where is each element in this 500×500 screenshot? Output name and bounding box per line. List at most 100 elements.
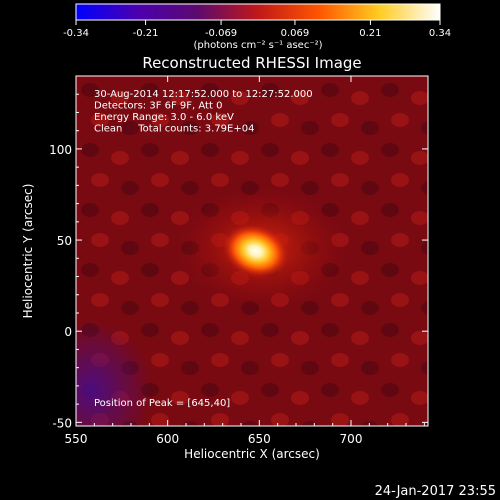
ripple-cell xyxy=(361,181,379,195)
ripple-cell xyxy=(421,421,428,426)
y-tick-label: 0 xyxy=(64,325,72,339)
ripple-cell xyxy=(111,271,129,285)
ripple-cell xyxy=(261,383,279,397)
ripple-cell xyxy=(151,233,169,247)
ripple-cell xyxy=(411,151,428,165)
ripple-cell xyxy=(381,143,399,157)
ripple-cell xyxy=(351,91,369,105)
ripple-cell xyxy=(241,121,259,135)
ripple-cell xyxy=(81,83,99,97)
info-line: Clean Total counts: 3.79E+04 xyxy=(94,124,254,135)
ripple-cell xyxy=(151,113,169,127)
colorbar-unit-label: (photons cm⁻² s⁻¹ asec⁻²) xyxy=(193,40,322,51)
ripple-cell xyxy=(331,173,349,187)
x-tick-label: 700 xyxy=(340,432,363,446)
ripple-cell xyxy=(141,323,159,337)
ripple-cell xyxy=(211,413,229,426)
ripple-cell xyxy=(91,113,109,127)
ripple-cell xyxy=(411,331,428,345)
y-tick-label: 50 xyxy=(57,234,72,248)
x-tick-label: 550 xyxy=(65,432,88,446)
ripple-cell xyxy=(421,181,428,195)
ripple-cell xyxy=(201,143,219,157)
ripple-cell xyxy=(301,121,319,135)
ripple-cell xyxy=(421,301,428,315)
ripple-cell xyxy=(151,173,169,187)
y-tick-label: -50 xyxy=(52,416,72,430)
colorbar: -0.34 -0.21 -0.069 0.069 0.21 0.34 (photons c… xyxy=(63,3,451,51)
ripple-cell xyxy=(351,391,369,405)
peak-position-label: Position of Peak = [645,40] xyxy=(94,398,230,409)
colorbar-tick-label: -0.34 xyxy=(63,28,89,39)
ripple-cell xyxy=(381,383,399,397)
ripple-cell xyxy=(271,173,289,187)
colorbar-tick-label: -0.069 xyxy=(205,28,237,39)
ripple-cell xyxy=(321,143,339,157)
ripple-cell xyxy=(91,173,109,187)
ripple-cell xyxy=(141,83,159,97)
chart-title: Reconstructed RHESSI Image xyxy=(142,54,361,72)
ripple-cell xyxy=(381,203,399,217)
ripple-cell xyxy=(331,293,349,307)
ripple-cell xyxy=(351,271,369,285)
ripple-cell xyxy=(331,413,349,426)
ripple-cell xyxy=(391,233,409,247)
ripple-cell xyxy=(351,211,369,225)
ripple-cell xyxy=(411,91,428,105)
ripple-cell xyxy=(231,91,249,105)
y-axis-ticks: -50 0 50 100 xyxy=(49,93,428,430)
ripple-cell xyxy=(201,383,219,397)
ripple-cell xyxy=(411,271,428,285)
ripple-cell xyxy=(121,121,139,135)
timestamp: 24-Jan-2017 23:55 xyxy=(375,484,496,499)
ripple-cell xyxy=(111,151,129,165)
ripple-cell xyxy=(331,353,349,367)
ripple-cell xyxy=(361,301,379,315)
ripple-cell xyxy=(301,361,319,375)
ripple-cell xyxy=(181,181,199,195)
info-line: 30-Aug-2014 12:17:52.000 to 12:27:52.000 xyxy=(94,89,313,100)
ripple-cell xyxy=(291,91,309,105)
ripple-cell xyxy=(391,353,409,367)
ripple-cell xyxy=(271,353,289,367)
ripple-cell xyxy=(141,263,159,277)
ripple-cell xyxy=(301,301,319,315)
ripple-cell xyxy=(271,113,289,127)
ripple-cell xyxy=(231,391,249,405)
info-annotation: 30-Aug-2014 12:17:52.000 to 12:27:52.000… xyxy=(94,89,313,135)
ripple-cell xyxy=(211,353,229,367)
ripple-cell xyxy=(81,203,99,217)
x-tick-label: 600 xyxy=(156,432,179,446)
info-line: Energy Range: 3.0 - 6.0 keV xyxy=(94,112,234,123)
ripple-cell xyxy=(391,413,409,426)
ripple-cell xyxy=(381,323,399,337)
ripple-cell xyxy=(81,143,99,157)
ripple-cell xyxy=(411,391,428,405)
plot-frame xyxy=(75,75,429,427)
colorbar-strip xyxy=(75,3,441,21)
ripple-cell xyxy=(121,241,139,255)
ripple-cell xyxy=(91,233,109,247)
info-line: Detectors: 3F 6F 9F, Att 0 xyxy=(94,101,222,112)
ripple-cell xyxy=(151,293,169,307)
ripple-cell xyxy=(381,263,399,277)
ripple-cell xyxy=(391,293,409,307)
colorbar-ticks: -0.34 -0.21 -0.069 0.069 0.21 0.34 xyxy=(63,20,451,39)
ripple-cell xyxy=(81,263,99,277)
ripple-cell xyxy=(351,331,369,345)
ripple-cell xyxy=(111,91,129,105)
ripple-cell xyxy=(271,413,289,426)
ripple-cell xyxy=(421,361,428,375)
ripple-cell xyxy=(301,181,319,195)
source-peak xyxy=(222,223,289,279)
ripple-cell xyxy=(171,91,189,105)
ripple-cell xyxy=(321,323,339,337)
colorbar-tick-label: -0.21 xyxy=(133,28,159,39)
ripple-cell xyxy=(111,211,129,225)
colorbar-tick-label: 0.069 xyxy=(281,28,310,39)
colorbar-tick-label: 0.21 xyxy=(359,28,381,39)
ripple-cell xyxy=(171,271,189,285)
ripple-cell xyxy=(351,151,369,165)
ripple-cell xyxy=(261,83,279,97)
